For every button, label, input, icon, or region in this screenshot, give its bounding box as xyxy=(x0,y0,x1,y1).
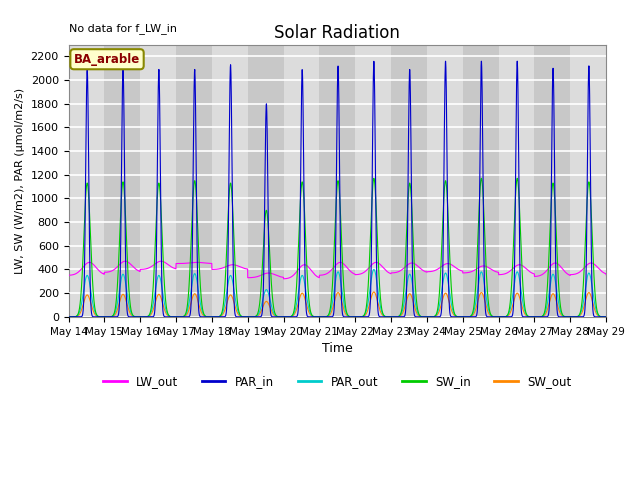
PAR_out xyxy=(161,304,169,310)
SW_out xyxy=(488,313,496,319)
LW_out xyxy=(280,276,287,282)
PAR_in xyxy=(65,314,72,320)
Y-axis label: LW, SW (W/m2), PAR (μmol/m2/s): LW, SW (W/m2), PAR (μmol/m2/s) xyxy=(15,88,25,274)
Bar xyxy=(463,45,499,317)
PAR_in xyxy=(317,314,325,320)
SW_out xyxy=(602,314,609,320)
Bar xyxy=(284,45,319,317)
SW_in xyxy=(602,314,610,320)
SW_in xyxy=(602,314,609,320)
SW_in xyxy=(317,314,325,320)
PAR_out xyxy=(602,314,610,320)
Bar xyxy=(212,45,248,317)
PAR_in xyxy=(161,314,169,320)
SW_out xyxy=(317,314,325,320)
SW_out xyxy=(161,308,169,314)
PAR_in xyxy=(513,58,521,64)
Bar xyxy=(104,45,140,317)
SW_in xyxy=(428,314,436,320)
PAR_in xyxy=(458,314,465,320)
SW_out xyxy=(65,314,72,320)
SW_out xyxy=(602,314,610,320)
PAR_out xyxy=(370,266,378,272)
Line: PAR_out: PAR_out xyxy=(68,269,606,317)
SW_in xyxy=(458,314,465,320)
SW_in xyxy=(513,176,521,181)
Text: BA_arable: BA_arable xyxy=(74,53,140,66)
Line: PAR_in: PAR_in xyxy=(68,61,606,317)
Legend: LW_out, PAR_in, PAR_out, SW_in, SW_out: LW_out, PAR_in, PAR_out, SW_in, SW_out xyxy=(98,370,577,393)
PAR_out xyxy=(428,314,436,320)
PAR_out xyxy=(65,314,72,320)
Bar xyxy=(176,45,212,317)
Bar xyxy=(534,45,570,317)
PAR_out xyxy=(317,314,325,320)
LW_out xyxy=(428,268,436,274)
Bar xyxy=(140,45,176,317)
LW_out xyxy=(602,271,609,276)
LW_out xyxy=(602,272,610,277)
PAR_in xyxy=(602,314,610,320)
PAR_out xyxy=(458,314,465,320)
Bar xyxy=(427,45,463,317)
PAR_out xyxy=(602,314,609,320)
LW_out xyxy=(161,260,169,265)
SW_in xyxy=(488,313,496,319)
LW_out xyxy=(458,268,466,274)
Line: LW_out: LW_out xyxy=(68,261,606,279)
Bar xyxy=(391,45,427,317)
SW_in xyxy=(161,292,169,298)
Bar xyxy=(248,45,284,317)
Bar xyxy=(68,45,104,317)
PAR_in xyxy=(488,314,496,320)
LW_out xyxy=(122,258,129,264)
Bar xyxy=(570,45,606,317)
PAR_in xyxy=(602,314,609,320)
LW_out xyxy=(317,272,325,278)
SW_in xyxy=(65,314,72,320)
LW_out xyxy=(488,267,496,273)
SW_out xyxy=(458,314,465,320)
PAR_out xyxy=(488,313,496,319)
X-axis label: Time: Time xyxy=(322,342,353,355)
Bar xyxy=(319,45,355,317)
Bar xyxy=(499,45,534,317)
Line: SW_out: SW_out xyxy=(68,292,606,317)
LW_out xyxy=(65,273,72,278)
PAR_in xyxy=(428,314,436,320)
Bar xyxy=(355,45,391,317)
Title: Solar Radiation: Solar Radiation xyxy=(275,24,400,42)
Text: No data for f_LW_in: No data for f_LW_in xyxy=(68,23,177,34)
Line: SW_in: SW_in xyxy=(68,179,606,317)
SW_out xyxy=(428,314,436,320)
SW_out xyxy=(370,289,378,295)
